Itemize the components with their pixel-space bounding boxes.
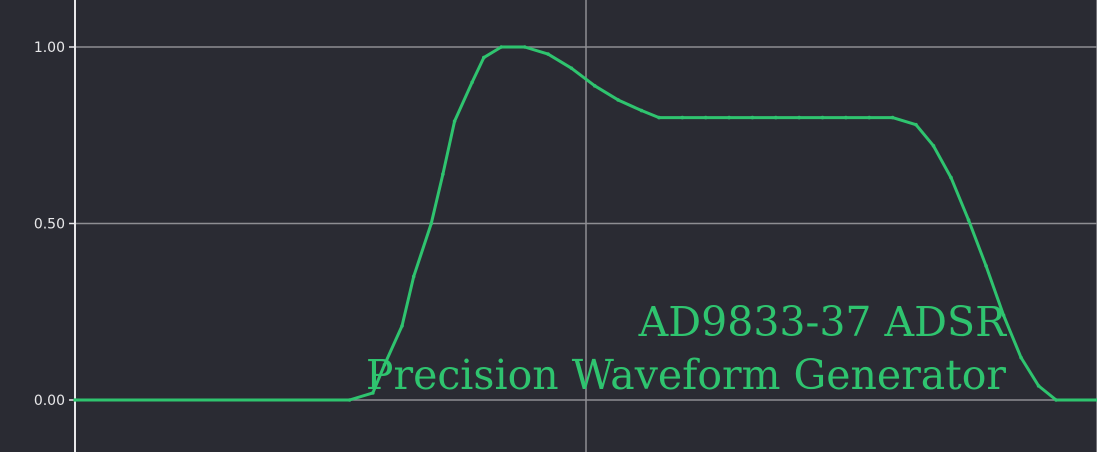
series-point [371,391,375,395]
series-point [1001,313,1006,318]
series-point [73,398,77,402]
series-point [1019,355,1023,360]
series-point [499,45,504,49]
series-point [703,115,708,120]
series-point [774,115,778,120]
series-point [592,84,597,88]
series-point [984,264,988,268]
series-point [797,115,801,120]
series-point [844,115,848,120]
series-point [750,115,755,120]
series-point [429,221,434,226]
y-axis-tick-label: 0.50 [34,217,65,233]
series-point [680,115,685,120]
series-point [441,172,445,176]
series-point [470,80,474,85]
series-point [890,115,895,120]
series-point [966,218,971,222]
series-point [931,144,936,148]
series-point [347,398,352,402]
series-point [411,274,416,279]
series-point [727,115,731,120]
series-point [914,122,918,127]
series-point [1054,398,1058,402]
series-point [867,115,872,120]
series-point [452,119,457,123]
chart-title-line-1: AD9833-37 ADSR [638,298,1007,346]
series-point [522,45,527,49]
y-axis-tick-label: 1.00 [34,40,65,56]
label-layer: AD9833-37 ADSR Precision Waveform Generat… [366,298,1007,399]
series-point [657,115,661,120]
axis-layer: 1.00 0.50 0.00 [34,0,76,452]
series-point [400,324,404,328]
series-point [482,55,486,60]
series-point [382,362,387,367]
series-point [820,115,825,120]
series-point [639,108,644,113]
series-point [1036,384,1041,388]
series-point [569,66,574,70]
series-point [949,175,953,180]
series-point [616,98,620,102]
series-point [546,52,550,56]
series-layer [73,45,1097,402]
chart-title-line-2: Precision Waveform Generator [366,351,1007,399]
y-axis-tick-label: 0.00 [34,393,65,409]
